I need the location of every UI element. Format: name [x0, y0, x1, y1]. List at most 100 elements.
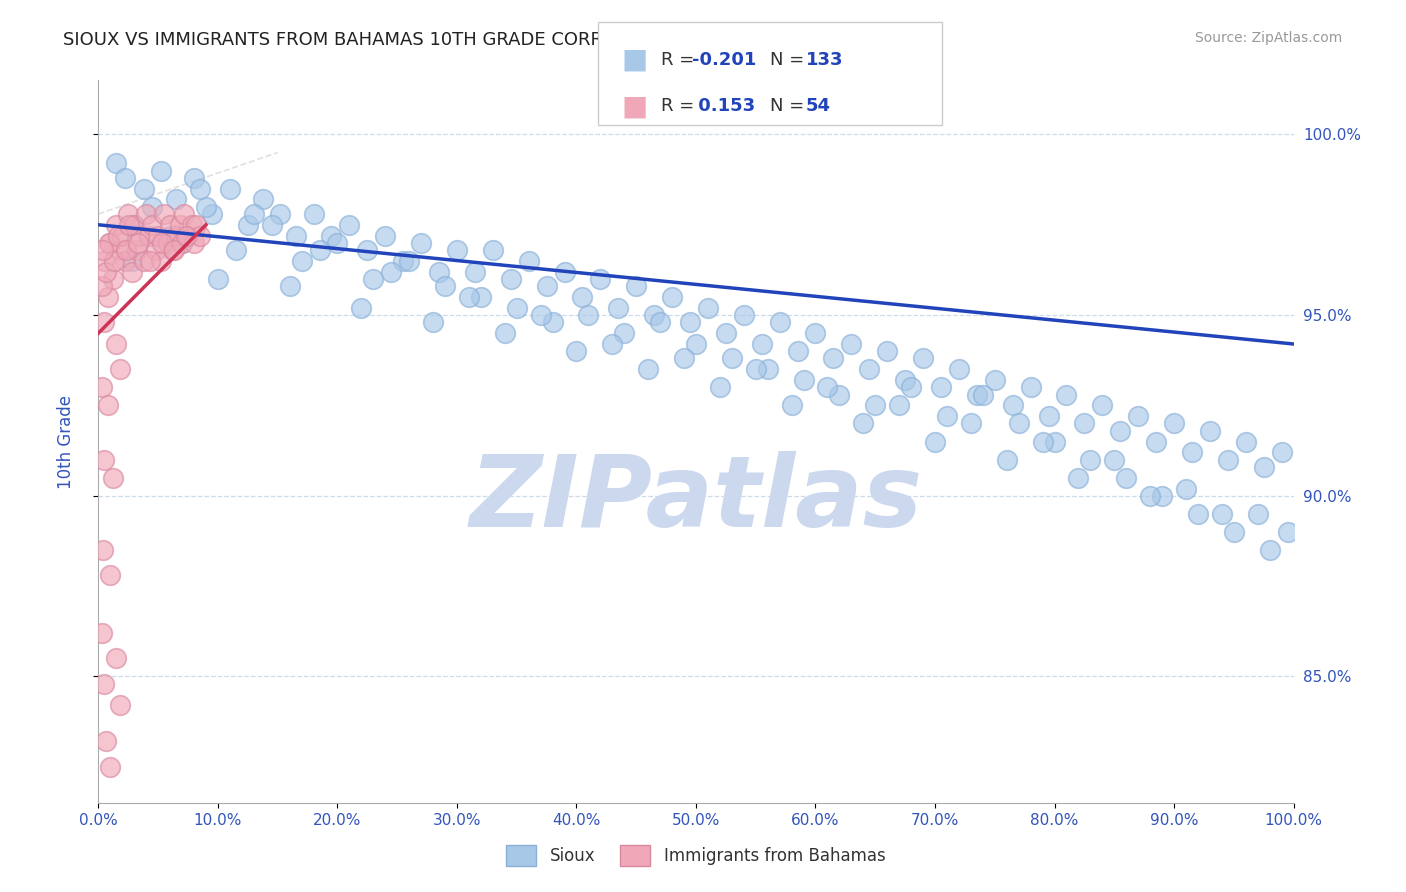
Point — [602, 337, 624, 351]
Point — [499, 272, 522, 286]
Point — [637, 362, 659, 376]
Point — [536, 279, 558, 293]
Point — [948, 362, 970, 376]
Point — [172, 235, 194, 250]
Point — [165, 193, 187, 207]
Point — [219, 182, 242, 196]
Point — [163, 243, 186, 257]
Point — [1234, 434, 1257, 449]
Point — [93, 676, 115, 690]
Point — [94, 734, 117, 748]
Point — [105, 218, 128, 232]
Point — [709, 380, 731, 394]
Point — [751, 337, 773, 351]
Point — [841, 337, 863, 351]
Point — [1115, 471, 1137, 485]
Point — [1223, 524, 1246, 539]
Point — [1271, 445, 1294, 459]
Point — [111, 228, 134, 243]
Point — [769, 315, 792, 329]
Point — [117, 207, 139, 221]
Point — [398, 254, 420, 268]
Point — [458, 290, 481, 304]
Point — [721, 351, 744, 366]
Text: N =: N = — [770, 97, 804, 115]
Point — [252, 193, 274, 207]
Point — [446, 243, 468, 257]
Point — [565, 344, 588, 359]
Point — [149, 254, 172, 268]
Point — [302, 207, 325, 221]
Point — [339, 218, 361, 232]
Point — [804, 326, 827, 341]
Point — [121, 265, 143, 279]
Point — [260, 218, 283, 232]
Point — [138, 228, 160, 243]
Text: SIOUX VS IMMIGRANTS FROM BAHAMAS 10TH GRADE CORRELATION CHART: SIOUX VS IMMIGRANTS FROM BAHAMAS 10TH GR… — [63, 31, 747, 49]
Point — [188, 228, 211, 243]
Point — [149, 163, 172, 178]
Point — [650, 315, 672, 329]
Point — [530, 308, 553, 322]
Point — [828, 387, 851, 401]
Point — [91, 380, 114, 394]
Point — [1187, 507, 1209, 521]
Point — [225, 243, 247, 257]
Point — [173, 207, 195, 221]
Point — [852, 417, 875, 431]
Point — [697, 301, 720, 315]
Point — [780, 399, 803, 413]
Point — [1091, 399, 1114, 413]
Point — [356, 243, 378, 257]
Point — [1104, 452, 1126, 467]
Point — [1258, 543, 1281, 558]
Point — [284, 228, 307, 243]
Point — [124, 218, 146, 232]
Point — [132, 182, 155, 196]
Point — [858, 362, 880, 376]
Point — [1056, 387, 1078, 401]
Point — [186, 218, 208, 232]
Point — [97, 399, 120, 413]
Point — [900, 380, 922, 394]
Point — [924, 434, 946, 449]
Point — [183, 170, 205, 185]
Point — [108, 698, 131, 713]
Point — [411, 235, 433, 250]
Point — [1152, 489, 1174, 503]
Point — [756, 362, 779, 376]
Point — [207, 272, 229, 286]
Point — [1175, 482, 1198, 496]
Point — [162, 243, 184, 257]
Text: Source: ZipAtlas.com: Source: ZipAtlas.com — [1195, 31, 1343, 45]
Text: -0.201: -0.201 — [692, 51, 756, 69]
Point — [1211, 507, 1233, 521]
Point — [165, 228, 187, 243]
Point — [1277, 524, 1299, 539]
Text: ZIPatlas: ZIPatlas — [470, 450, 922, 548]
Point — [145, 243, 167, 257]
Point — [114, 170, 136, 185]
Point — [613, 326, 636, 341]
Point — [321, 228, 343, 243]
Point — [643, 308, 665, 322]
Point — [153, 207, 176, 221]
Point — [589, 272, 612, 286]
Point — [392, 254, 415, 268]
Point — [1109, 424, 1132, 438]
Point — [984, 373, 1007, 387]
Text: R =: R = — [661, 97, 695, 115]
Point — [159, 218, 181, 232]
Point — [308, 243, 330, 257]
Point — [1128, 409, 1150, 424]
Point — [960, 417, 983, 431]
Point — [93, 254, 115, 268]
Point — [97, 290, 120, 304]
Point — [517, 254, 540, 268]
Point — [118, 218, 141, 232]
Point — [427, 265, 450, 279]
Point — [894, 373, 917, 387]
Point — [115, 243, 138, 257]
Point — [1139, 489, 1161, 503]
Point — [607, 301, 630, 315]
